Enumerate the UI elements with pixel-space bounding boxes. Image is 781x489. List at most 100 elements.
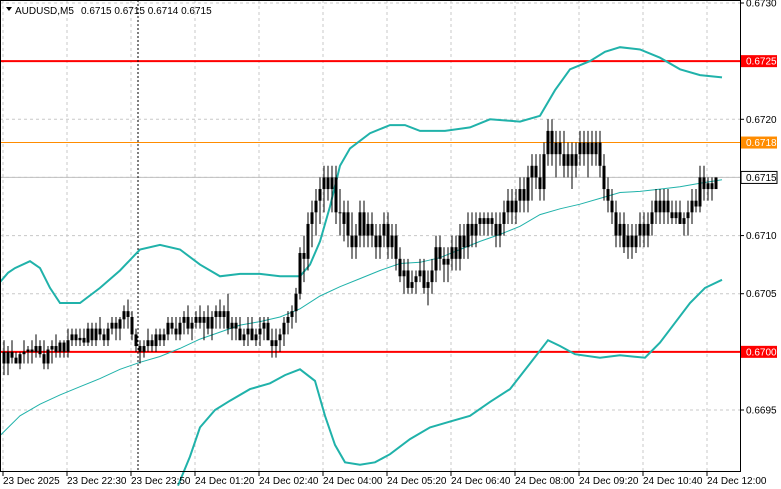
candle-body xyxy=(146,340,150,347)
candle-body xyxy=(318,189,322,201)
candle-body xyxy=(418,270,422,277)
price-level-tag[interactable] xyxy=(741,136,777,149)
candle-body xyxy=(566,154,570,166)
ohlc-values: 0.6715 0.6715 0.6714 0.6715 xyxy=(81,6,212,17)
candle-body xyxy=(142,346,146,352)
candle-body xyxy=(646,223,650,236)
candle-body xyxy=(206,316,210,329)
candle-body xyxy=(366,223,370,236)
candle-body xyxy=(642,223,646,236)
candle-body xyxy=(710,183,714,190)
candle-body xyxy=(10,351,14,358)
candle-body xyxy=(546,130,550,155)
candle-body xyxy=(582,142,586,155)
candle-body xyxy=(346,212,350,236)
candle-body xyxy=(426,282,430,288)
candle-body xyxy=(386,223,390,248)
candle-body xyxy=(542,154,546,190)
candle-body xyxy=(558,142,562,155)
candle-body xyxy=(486,218,490,224)
candle-body xyxy=(162,334,166,341)
candle-body xyxy=(170,322,174,329)
candle-body xyxy=(522,189,526,201)
candle-body xyxy=(462,235,466,248)
candles[interactable] xyxy=(2,119,718,376)
candle-body xyxy=(506,200,510,213)
candle-body xyxy=(138,346,142,352)
x-tick-label: 24 Dec 01:20 xyxy=(195,476,255,487)
candle-body xyxy=(322,177,326,190)
candle-body xyxy=(634,235,638,248)
candle-body xyxy=(394,235,398,259)
candle-body xyxy=(526,177,530,201)
candle-body xyxy=(90,328,94,341)
candle-body xyxy=(98,328,102,335)
candle-body xyxy=(446,258,450,265)
candle-body xyxy=(530,165,534,178)
moving-average-line xyxy=(0,179,723,436)
candle-body xyxy=(282,322,286,335)
candle-body xyxy=(70,334,74,341)
x-tick-label: 24 Dec 10:40 xyxy=(643,476,703,487)
candle-body xyxy=(158,334,162,341)
candle-body xyxy=(94,328,98,341)
price-axis[interactable]: 0.6730 0.6725 0.6720 0.6715 0.6710 0.6705 0.67… xyxy=(740,0,778,417)
candle-body xyxy=(594,142,598,155)
candle-body xyxy=(714,177,718,190)
candle-body xyxy=(662,200,666,213)
lower-band-line xyxy=(177,278,723,486)
candle-body xyxy=(166,322,170,335)
candle-body xyxy=(78,337,82,341)
candle-body xyxy=(686,212,690,219)
time-axis[interactable]: 23 Dec 2025 23 Dec 22:30 23 Dec 23:50 24 De… xyxy=(2,472,767,487)
chart-header: AUDUSD,M5 0.6715 0.6715 0.6714 0.6715 xyxy=(6,6,212,17)
candle-body xyxy=(670,212,674,219)
candle-body xyxy=(118,319,122,329)
candle-body xyxy=(478,218,482,224)
candle-body xyxy=(190,322,194,329)
candle-body xyxy=(406,270,410,288)
candle-body xyxy=(234,322,238,329)
candle-body xyxy=(622,223,626,248)
candle-body xyxy=(306,223,310,259)
candle-body xyxy=(350,235,354,248)
price-level-tag[interactable] xyxy=(741,345,777,358)
candle-body xyxy=(258,328,262,335)
candle-body xyxy=(254,334,258,341)
candle-body xyxy=(606,189,610,201)
x-tick-label: 24 Dec 08:00 xyxy=(515,476,575,487)
candle-body xyxy=(554,142,558,155)
candle-body xyxy=(230,322,234,329)
candle-body xyxy=(602,165,606,190)
candle-body xyxy=(474,223,478,236)
candle-body xyxy=(342,212,346,224)
candle-body xyxy=(694,200,698,207)
candle-body xyxy=(470,223,474,236)
candle-body xyxy=(42,354,46,364)
candle-body xyxy=(466,223,470,248)
y-tick-label: 0.6730 xyxy=(746,0,777,10)
candle-body xyxy=(638,223,642,236)
candle-body xyxy=(562,154,566,166)
candle-body xyxy=(134,334,138,347)
candle-body xyxy=(374,235,378,248)
candle-body xyxy=(598,142,602,166)
price-level-tag[interactable] xyxy=(741,55,777,68)
grid xyxy=(0,0,740,472)
candle-body xyxy=(150,340,154,347)
candle-body xyxy=(482,218,486,224)
candle-body xyxy=(698,177,702,207)
triangle-down-icon[interactable] xyxy=(6,7,12,11)
candle-body xyxy=(358,212,362,236)
candle-body xyxy=(442,258,446,265)
candle-body xyxy=(378,235,382,248)
candle-body xyxy=(114,322,118,329)
candle-body xyxy=(550,130,554,155)
x-tick-label: 23 Dec 2025 xyxy=(3,476,60,487)
candle-body xyxy=(314,200,318,213)
candle-body xyxy=(370,223,374,236)
candle-body xyxy=(26,349,30,352)
candle-body xyxy=(202,316,206,323)
candle-body xyxy=(706,183,710,190)
